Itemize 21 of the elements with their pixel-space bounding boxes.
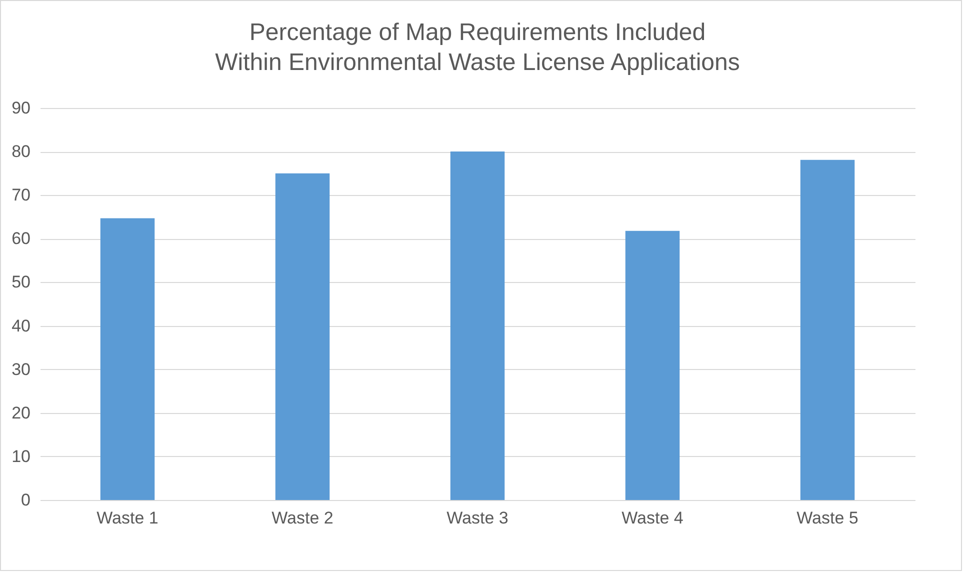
x-tick-label: Waste 3 [446,508,508,528]
y-tick-label: 20 [12,403,30,422]
y-tick-label: 90 [12,98,30,118]
y-tick-label: 0 [21,490,30,510]
bar [275,173,330,500]
bar [100,218,155,500]
x-tick-label: Waste 4 [622,508,684,528]
chart-title: Percentage of Map Requirements Included Within Environmental Waste License Applications [215,19,740,76]
y-tick-label: 60 [12,229,30,248]
x-tick-label: Waste 5 [796,508,858,528]
y-tick-label: 40 [12,316,30,336]
y-tick-label: 80 [12,142,30,162]
y-tick-label: 50 [12,272,30,292]
bar [800,160,855,500]
y-tick-label: 70 [12,186,30,205]
bar [625,230,680,500]
y-tick-label: 10 [12,446,30,466]
x-tick-label: Waste 1 [96,508,158,528]
x-tick-label: Waste 2 [272,508,334,528]
bar [450,152,505,500]
y-tick-label: 30 [12,360,30,379]
